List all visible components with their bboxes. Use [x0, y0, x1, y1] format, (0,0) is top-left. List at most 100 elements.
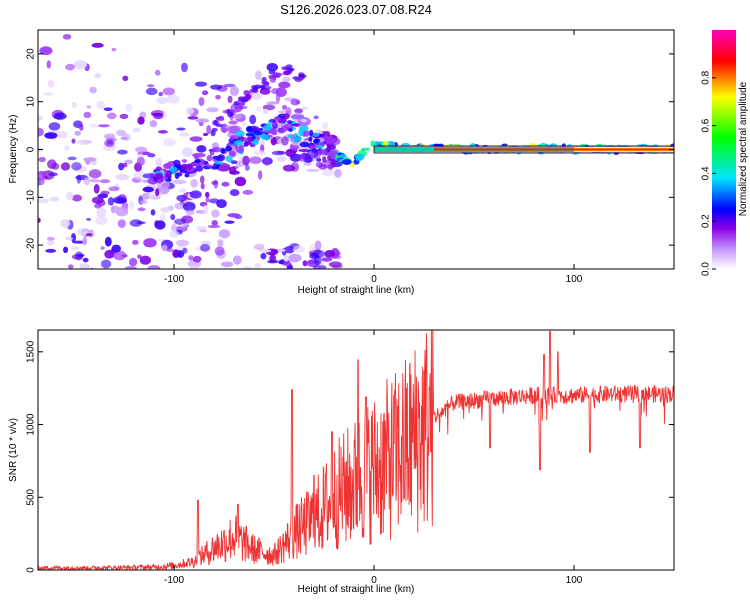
spectrogram-noise-blob: [96, 100, 106, 109]
spectrogram-noise-blob: [68, 273, 73, 280]
spectrogram-harmonic-blob: [282, 70, 290, 76]
spectrogram-noise-blob: [115, 174, 130, 181]
spectrogram-noise-blob: [91, 196, 104, 204]
colorbar-ticks: 0.0 0.2 0.4 0.6 0.8: [701, 70, 716, 276]
spectrogram-noise-blob: [117, 149, 128, 155]
spectrogram-noise-blob: [224, 220, 235, 224]
spectrogram-noise-blob: [137, 116, 145, 125]
spectrogram-noise-blob: [278, 81, 291, 89]
spectrogram-noise-blob: [129, 219, 143, 227]
spectrogram-noise-blob: [89, 123, 99, 128]
colorbar-label: Normalized spectral amplitude: [738, 81, 749, 216]
spectrogram-noise-blob: [218, 229, 231, 239]
spectrogram-noise-blob: [202, 204, 209, 215]
spectrogram-noise-blob: [158, 91, 163, 97]
spectrogram-noise-blob: [89, 86, 97, 94]
spectrogram-ridge-blob: [192, 162, 201, 167]
spectrogram-noise-blob: [201, 90, 209, 96]
spectrogram-ridge-blob: [313, 138, 321, 143]
spectrogram-noise-blob: [150, 209, 156, 216]
spectrogram-noise-blob: [227, 213, 241, 218]
spectrogram-noise-blob: [188, 255, 194, 261]
spectrogram-noise-blob: [146, 84, 155, 88]
spectrogram-noise-blob: [136, 221, 146, 225]
spectrogram-noise-blob: [135, 146, 148, 153]
spectrogram-noise-blob: [67, 264, 74, 269]
spectrogram-noise-blob: [211, 180, 219, 185]
spectrogram-harmonic-blob: [298, 73, 307, 79]
spectrogram-noise-blob: [243, 265, 254, 269]
spectrogram-ridge-blob: [245, 132, 255, 137]
spectrogram-noise-blob: [161, 244, 168, 252]
spectrogram-noise-blob: [312, 249, 325, 259]
spectrogram-noise-blob: [74, 280, 83, 288]
spectrogram-noise-blob: [207, 224, 221, 229]
spectrogram-y-ticks: -20 -10 0 10 20: [26, 48, 674, 252]
spectrogram-noise-blob: [313, 115, 319, 120]
spectrogram-noise-blob: [122, 75, 129, 82]
spectrogram-noise-blob: [96, 207, 107, 218]
spectrogram-noise-blob: [179, 132, 190, 137]
spectrogram-noise-blob: [147, 264, 161, 269]
spectrogram-noise-blob: [242, 155, 250, 166]
spectrogram-noise-blob: [63, 246, 69, 254]
spectrogram-noise-blob: [99, 179, 111, 184]
spectrogram-ridge-blob: [370, 140, 375, 147]
spectrogram-noise-blob: [270, 136, 277, 146]
spectrogram-ridge-blob: [267, 121, 272, 127]
spectrogram-harmonic-blob: [263, 81, 270, 86]
spectrogram-noise-blob: [104, 236, 112, 247]
spectrogram-noise-blob: [124, 266, 137, 269]
spectrogram-noise-blob: [46, 60, 52, 69]
spectrogram-noise-blob: [205, 197, 210, 203]
spectrogram-noise-blob: [262, 108, 269, 115]
spectrogram-ridge-blob: [184, 173, 190, 178]
spectrogram-harmonic-blob: [287, 67, 294, 73]
spectrogram-ridge-blob: [339, 153, 347, 159]
spectrogram-noise-blob: [49, 320, 58, 327]
spectrogram-noise-blob: [115, 207, 129, 217]
spectrogram-ridge-blob: [342, 159, 352, 166]
spectrogram-noise-blob: [132, 239, 139, 246]
spectrogram-ridge-blob: [288, 127, 293, 133]
spectrogram-noise-blob: [324, 249, 336, 258]
spectrogram-noise-blob: [79, 263, 91, 269]
spectrogram-noise-blob: [228, 120, 238, 125]
colorbar-tick-label: 0.2: [701, 214, 712, 228]
spectrogram-noise-blob: [117, 219, 126, 228]
spectrogram-ridge-blob: [308, 136, 313, 142]
spectrogram-noise-blob: [181, 215, 194, 224]
spectrogram-noise-blob: [65, 63, 75, 71]
spectrogram-harmonic-blob: [213, 119, 218, 126]
spectrogram-noise-blob: [172, 179, 187, 185]
spectrogram-ridge-blob: [206, 154, 213, 162]
spectrogram-marks: [38, 33, 674, 327]
spectrogram-noise-blob: [199, 175, 205, 184]
x-tick-label: 100: [566, 274, 583, 285]
spectrogram-noise-blob: [294, 108, 303, 114]
spectrogram-ridge-blob: [225, 145, 233, 152]
spectrogram-noise-blob: [125, 103, 133, 112]
spectrogram-noise-blob: [283, 255, 289, 262]
spectrogram-ridge-blob: [327, 145, 336, 150]
spectrogram-noise-blob: [94, 73, 102, 79]
spectrogram-noise-blob: [71, 162, 82, 171]
spectrogram-noise-blob: [322, 168, 334, 177]
spectrogram-harmonic-blob: [245, 95, 252, 100]
spectrogram-noise-blob: [254, 149, 267, 156]
spectrogram-noise-blob: [149, 120, 158, 128]
spectrogram-harmonic-blob: [269, 77, 277, 83]
spectrogram-noise-blob: [65, 191, 74, 201]
spectrogram-ridge-blob: [325, 137, 335, 145]
spectrogram-noise-blob: [321, 122, 329, 130]
spectrogram-ridge-blob: [225, 155, 233, 163]
spectrogram-noise-blob: [56, 130, 68, 139]
spectrogram-ridge-blob: [364, 147, 370, 151]
spectrogram-ridge-blob: [209, 150, 215, 156]
y-tick-label: -20: [26, 237, 37, 252]
spectrogram-noise-blob: [251, 92, 263, 101]
spectrogram-harmonic-blob: [215, 123, 223, 128]
spectrogram-noise-blob: [332, 137, 341, 145]
spectrogram-noise-blob: [290, 98, 301, 106]
spectrogram-noise-blob: [194, 81, 207, 87]
